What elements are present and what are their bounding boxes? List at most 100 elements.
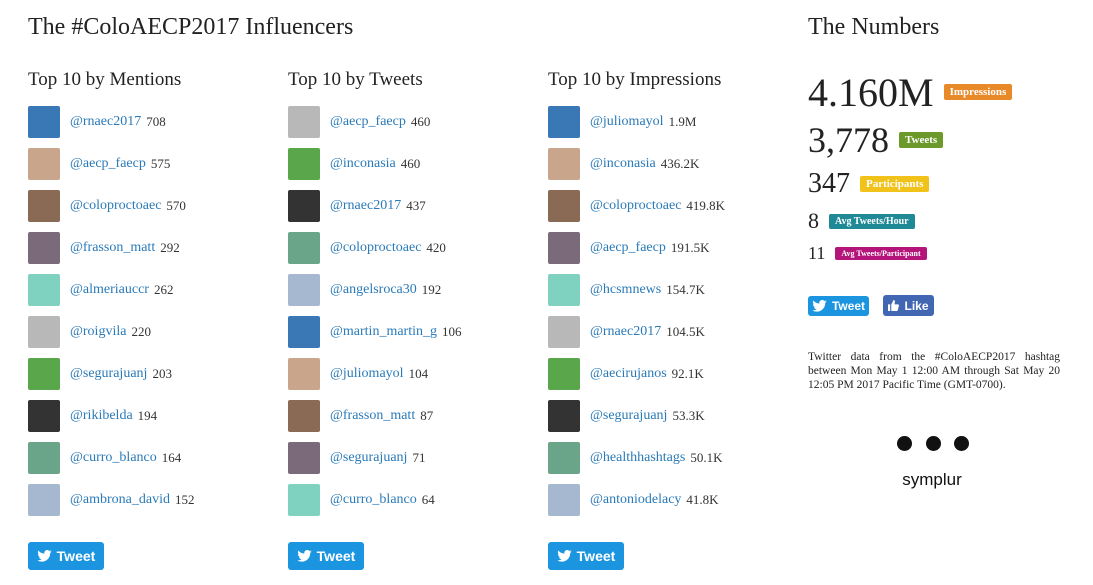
button-label: Tweet (56, 548, 96, 564)
handle[interactable]: @rnaec2017 (70, 114, 142, 129)
handle[interactable]: @coloproctoaec (330, 240, 422, 255)
avatar (288, 442, 320, 474)
handle[interactable]: @healthhashtags (590, 450, 686, 465)
list-row: @segurajuanj 203 (28, 358, 172, 390)
handle[interactable]: @hcsmnews (590, 282, 662, 297)
handle[interactable]: @segurajuanj (70, 366, 148, 381)
avatar (28, 274, 60, 306)
handle[interactable]: @segurajuanj (330, 450, 408, 465)
list-row: @coloproctoaec 419.8K (548, 190, 725, 222)
handle[interactable]: @roigvila (70, 324, 127, 339)
list-row: @ambrona_david 152 (28, 484, 194, 516)
thumb-icon (888, 300, 900, 311)
avatar (548, 358, 580, 390)
handle[interactable]: @frasson_matt (70, 240, 156, 255)
handle[interactable]: @aecp_faecp (330, 114, 406, 129)
like-button[interactable]: Like (883, 295, 934, 316)
list-row: @frasson_matt 292 (28, 232, 180, 264)
avatar (28, 484, 60, 516)
handle[interactable]: @inconasia (330, 156, 396, 171)
avatar (28, 232, 60, 264)
handle[interactable]: @segurajuanj (590, 408, 668, 423)
dot (925, 436, 941, 451)
handle[interactable]: @aecp_faecp (590, 240, 666, 255)
logo-text: symplur (902, 470, 962, 489)
avatar (288, 274, 320, 306)
avatar (548, 400, 580, 432)
list-row: @almeriauccr 262 (28, 274, 173, 306)
bird-icon (296, 550, 312, 562)
stat-value: 8 (808, 208, 819, 233)
count: 220 (131, 324, 151, 339)
count: 164 (161, 450, 182, 465)
handle[interactable]: @aecirujanos (590, 366, 667, 381)
list-row: @curro_blanco 164 (28, 442, 181, 474)
handle[interactable]: @angelsroca30 (330, 282, 417, 297)
count: 419.8K (686, 198, 726, 213)
avatar (28, 190, 60, 222)
count: 71 (412, 450, 426, 465)
handle[interactable]: @almeriauccr (70, 282, 149, 297)
count: 154.7K (666, 282, 705, 297)
handle[interactable]: @rnaec2017 (330, 198, 402, 213)
list-row: @antoniodelacy 41.8K (548, 484, 719, 516)
avatar (28, 358, 60, 390)
handle[interactable]: @curro_blanco (330, 492, 417, 507)
stat: 3,778 Tweets (808, 118, 944, 162)
list-row: @hcsmnews 154.7K (548, 274, 705, 306)
list-row: @martin_martin_g 106 (288, 316, 461, 348)
handle[interactable]: @juliomayol (330, 366, 404, 381)
handle[interactable]: @martin_martin_g (330, 324, 437, 339)
handle[interactable]: @juliomayol (590, 114, 664, 129)
avatar (548, 274, 580, 306)
avatar (288, 232, 320, 264)
list-row: @inconasia 460 (288, 148, 420, 180)
tweet-button[interactable]: Tweet (28, 542, 104, 570)
handle[interactable]: @coloproctoaec (70, 198, 162, 213)
handle[interactable]: @ambrona_david (70, 492, 170, 507)
avatar (288, 358, 320, 390)
stat-badge: Tweets (899, 132, 944, 148)
bird-icon (36, 550, 52, 562)
avatar (548, 442, 580, 474)
list-row: @rnaec2017 708 (28, 106, 166, 138)
list-row: @aecp_faecp 191.5K (548, 232, 709, 264)
avatar (28, 442, 60, 474)
tweet-button[interactable]: Tweet (288, 542, 364, 570)
handle[interactable]: @inconasia (590, 156, 656, 171)
handle[interactable]: @coloproctoaec (590, 198, 682, 213)
list-row: @inconasia 436.2K (548, 148, 699, 180)
dot (954, 436, 969, 451)
handle[interactable]: @frasson_matt (330, 408, 416, 423)
tweet-button[interactable]: Tweet (548, 542, 624, 570)
handle[interactable]: @rnaec2017 (590, 324, 662, 339)
stat-value: 4.160M (808, 69, 934, 115)
count: 203 (152, 366, 172, 381)
count: 292 (160, 240, 180, 255)
handle[interactable]: @curro_blanco (70, 450, 157, 465)
handle[interactable]: @aecp_faecp (70, 156, 146, 171)
count: 1.9M (668, 114, 697, 129)
list-heading: Top 10 by Mentions (28, 69, 182, 90)
stat-value: 3,778 (808, 120, 889, 160)
tweet-button[interactable]: Tweet (808, 296, 869, 316)
avatar (548, 232, 580, 264)
stat-value: 347 (808, 168, 850, 199)
stat-value: 11 (808, 242, 826, 263)
avatar (548, 484, 580, 516)
avatar (288, 316, 320, 348)
avatar (288, 400, 320, 432)
count: 460 (410, 114, 431, 129)
list-row: @rnaec2017 437 (288, 190, 426, 222)
list-row: @frasson_matt 87 (288, 400, 433, 432)
list-row: @segurajuanj 71 (288, 442, 425, 474)
count: 570 (166, 198, 186, 213)
stat: 4.160M Impressions (808, 68, 1013, 116)
list-row: @roigvila 220 (28, 316, 151, 348)
note: Twitter data from the #ColoAECP2017 hash… (808, 351, 1060, 391)
handle[interactable]: @antoniodelacy (590, 492, 682, 507)
count: 420 (426, 240, 446, 255)
list-row: @aecp_faecp 575 (28, 148, 170, 180)
handle[interactable]: @rikibelda (70, 408, 133, 423)
stat-badge: Impressions (943, 84, 1013, 100)
